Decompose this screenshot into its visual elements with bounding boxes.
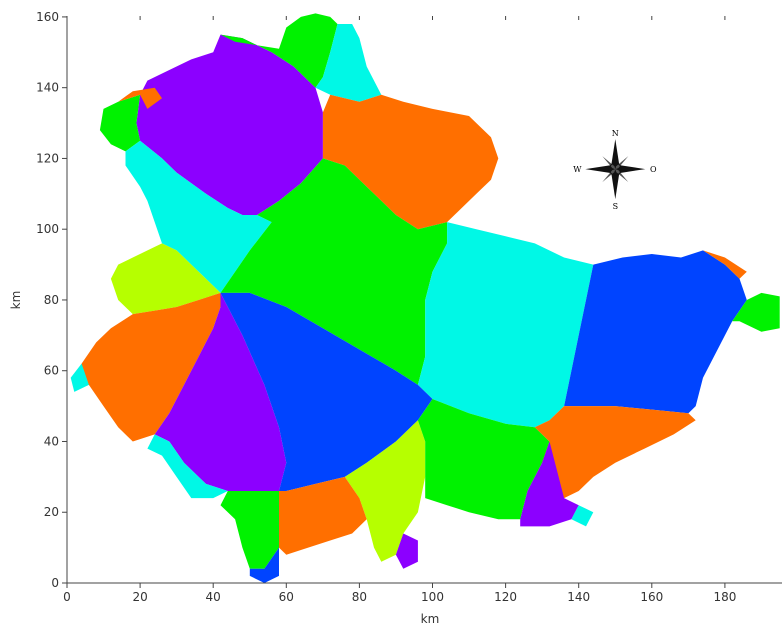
x-tick-label: 100 [421,590,444,604]
x-tick-label: 120 [494,590,517,604]
region-cyan-southwest [147,434,228,499]
y-ticks: 0 20 40 60 80 100 120 140 160 [36,10,67,590]
y-axis-title: km [9,291,23,310]
compass-needle-nw [602,156,616,170]
region-cyan-top [315,24,382,102]
region-green-southwest-small [220,491,279,569]
region-orange-south [279,476,367,555]
region-orange-small-left [118,87,162,109]
y-tick-label: 160 [36,10,59,24]
region-green-top [220,13,338,88]
region-green-center [220,158,448,385]
x-tick-label: 60 [279,590,294,604]
y-tick-label: 60 [44,364,59,378]
region-yellow-west [110,243,221,315]
y-tick-label: 0 [51,576,59,590]
region-blue-center [220,292,433,491]
compass-letter-s: S [613,202,618,211]
y-tick-label: 40 [44,434,59,448]
compass-letter-w: W [573,165,582,174]
region-cyan-east [417,222,594,428]
region-cyan-west [125,140,272,293]
region-yellow-south [344,420,426,562]
x-tick-label: 20 [132,590,147,604]
compass-ring [608,162,622,176]
y-tick-label: 20 [44,505,59,519]
region-blue-southwest-small [249,547,279,583]
x-tick-label: 80 [352,590,367,604]
compass-needle-ne [615,156,629,170]
x-axis-title: km [421,612,440,626]
region-purple-southeast [520,441,579,527]
compass-letter-e: O [650,165,657,174]
region-green-south [417,399,550,520]
compass-needle-south [611,169,620,200]
x-ticks: 0 20 40 60 80 100 120 140 160 180 [63,16,736,604]
compass-needle-sw [602,169,616,183]
region-cyan-southwest-bit [70,363,89,392]
x-tick-label: 180 [713,590,736,604]
region-purple-southwest [154,292,287,491]
compass-needle-se [615,169,629,183]
compass-needle-west [585,165,616,174]
y-tick-label: 140 [36,81,59,95]
x-tick-label: 140 [567,590,590,604]
y-tick-label: 100 [36,222,59,236]
region-orange-southeast [534,406,696,499]
region-orange-east-small [703,250,747,279]
compass-rose-icon: N S W O [573,129,657,211]
x-tick-label: 160 [640,590,663,604]
map-regions [70,13,780,583]
y-tick-label: 120 [36,151,59,165]
x-tick-label: 0 [63,590,71,604]
region-purple-north [136,34,323,215]
region-cyan-southeast-bit [571,505,594,527]
compass-needle-north [611,139,620,170]
compass-letter-n: N [612,129,619,138]
region-orange-west [74,292,221,442]
compass-needle-east [615,165,646,174]
region-blue-east [564,250,747,414]
region-green-small-left [99,94,141,152]
region-green-east-small [732,292,780,332]
x-tick-label: 40 [206,590,221,604]
region-orange-northeast [322,94,499,230]
y-tick-label: 80 [44,293,59,307]
region-purple-south-small [395,533,418,569]
